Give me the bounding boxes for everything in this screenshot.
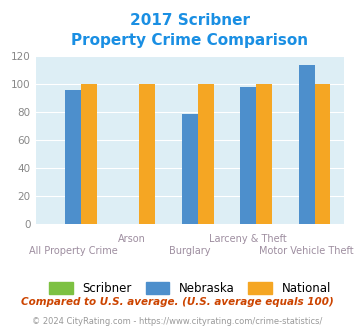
Legend: Scribner, Nebraska, National: Scribner, Nebraska, National — [44, 278, 335, 300]
Text: Larceny & Theft: Larceny & Theft — [209, 235, 287, 245]
Bar — [299, 65, 315, 224]
Title: 2017 Scribner
Property Crime Comparison: 2017 Scribner Property Crime Comparison — [71, 13, 308, 48]
Bar — [198, 84, 214, 224]
Bar — [315, 84, 330, 224]
Text: Burglary: Burglary — [169, 246, 211, 256]
Text: Arson: Arson — [118, 235, 146, 245]
Bar — [240, 87, 256, 224]
Bar — [65, 90, 81, 224]
Text: All Property Crime: All Property Crime — [29, 246, 118, 256]
Bar — [256, 84, 272, 224]
Text: Motor Vehicle Theft: Motor Vehicle Theft — [260, 246, 354, 256]
Text: © 2024 CityRating.com - https://www.cityrating.com/crime-statistics/: © 2024 CityRating.com - https://www.city… — [32, 317, 323, 326]
Bar — [182, 114, 198, 224]
Bar — [140, 84, 155, 224]
Bar — [81, 84, 97, 224]
Text: Compared to U.S. average. (U.S. average equals 100): Compared to U.S. average. (U.S. average … — [21, 297, 334, 307]
